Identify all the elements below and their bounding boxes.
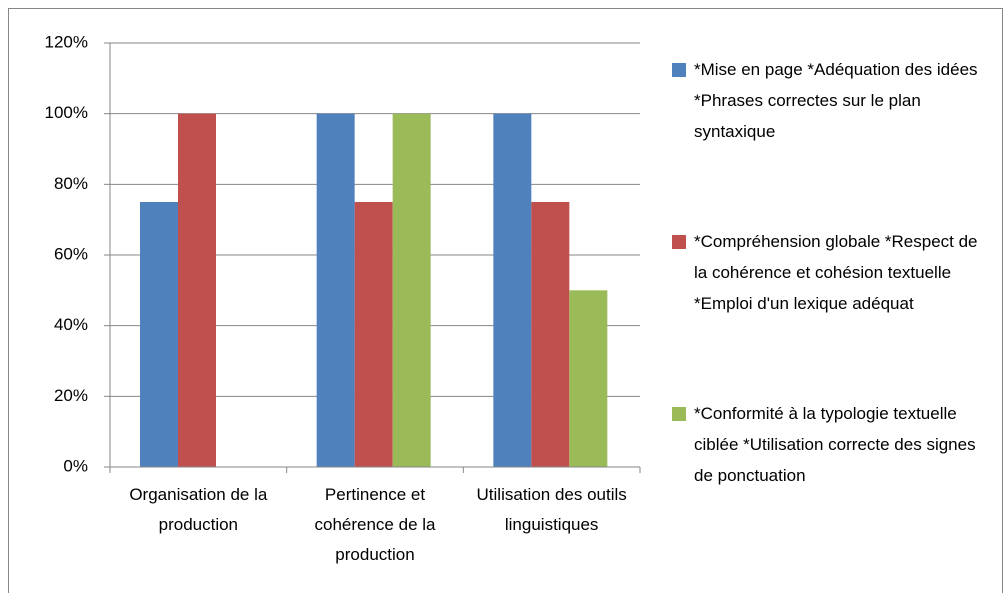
y-tick-label: 20% (54, 386, 88, 405)
legend-swatch (672, 235, 686, 249)
bar (140, 202, 178, 467)
legend-item: *Conformité à la typologie textuelle cib… (672, 398, 992, 491)
legend-item: *Mise en page *Adéquation des idées *Phr… (672, 54, 992, 147)
legend-label: *Mise en page *Adéquation des idées *Phr… (694, 60, 978, 141)
y-tick-label: 60% (54, 244, 88, 263)
legend-swatch (672, 407, 686, 421)
y-tick-label: 100% (45, 103, 88, 122)
x-tick-label: Utilisation des outils linguistiques (476, 485, 627, 534)
legend-item: *Compréhension globale *Respect de la co… (672, 226, 992, 319)
bar (178, 113, 216, 468)
bar (316, 113, 355, 468)
x-tick-label: Organisation de la production (129, 485, 268, 534)
bar (569, 290, 608, 467)
y-tick-label: 0% (63, 456, 88, 475)
bar (354, 202, 393, 467)
y-tick-label: 120% (45, 32, 88, 51)
bar (531, 202, 570, 467)
y-tick-label: 40% (54, 315, 88, 334)
legend-label: *Compréhension globale *Respect de la co… (694, 232, 978, 313)
legend-swatch (672, 63, 686, 77)
legend-label: *Conformité à la typologie textuelle cib… (694, 404, 976, 485)
chart-border (8, 8, 1003, 593)
bar (392, 113, 431, 468)
x-tick-label: Pertinence et cohérence de la production (314, 485, 436, 564)
y-tick-label: 80% (54, 174, 88, 193)
bar (493, 113, 532, 468)
